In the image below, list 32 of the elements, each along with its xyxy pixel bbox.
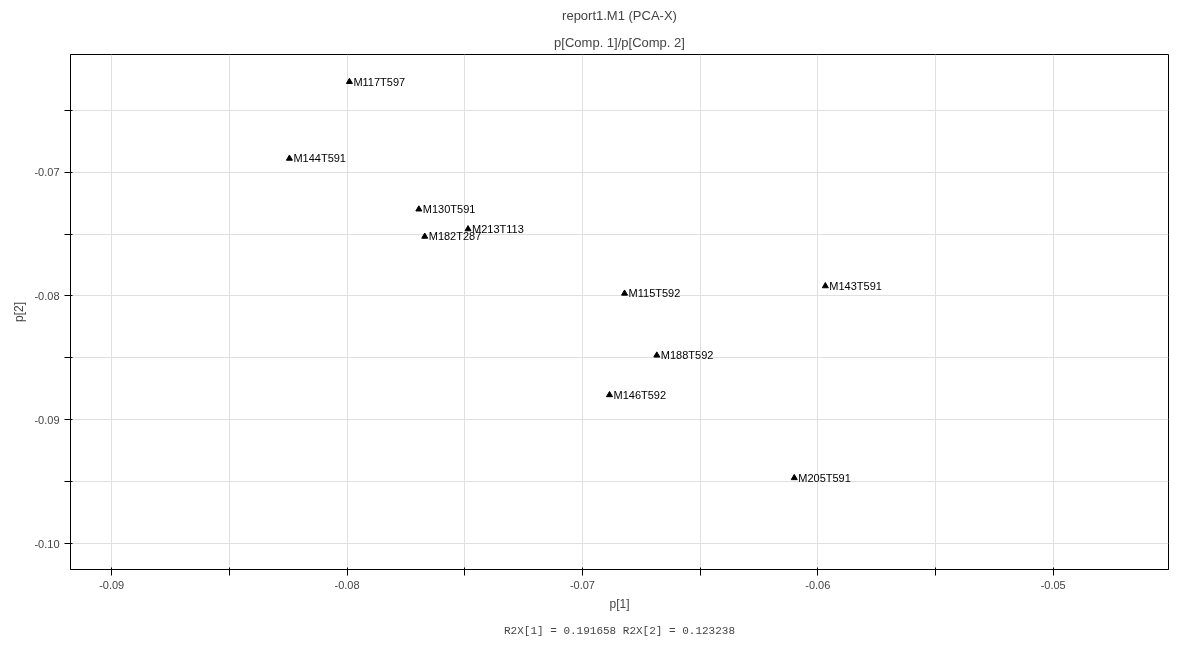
- data-label: M146T592: [613, 388, 667, 401]
- data-label: M188T592: [660, 349, 714, 362]
- point: [653, 351, 661, 358]
- data-label: M115T592: [628, 287, 681, 300]
- x-tick-label: -0.05: [1040, 578, 1066, 591]
- point: [421, 232, 429, 239]
- y-tick-label: -0.10: [34, 537, 60, 550]
- data-label: M144T591: [293, 152, 346, 165]
- data-label: M143T591: [829, 280, 882, 292]
- point: [821, 282, 829, 289]
- chart-subtitle: p[Comp. 1]/p[Comp. 2]: [554, 34, 685, 50]
- point: [285, 154, 293, 161]
- point: [345, 77, 353, 84]
- x-tick-label: -0.09: [99, 578, 125, 591]
- point: [606, 390, 613, 398]
- data-label: M130T591: [422, 203, 476, 216]
- y-tick-label: -0.07: [34, 166, 60, 179]
- text: R2X[1] = 0.191658 R2X[2] = 0.123238: [503, 624, 736, 637]
- x-tick-label: -0.06: [805, 578, 831, 591]
- x-tick-label: -0.07: [569, 578, 595, 591]
- x-tick-label: -0.08: [334, 578, 360, 591]
- x-axis-title: p[1]: [609, 596, 630, 611]
- point: [464, 225, 472, 232]
- point: [621, 289, 629, 296]
- chart-title: report1.M1 (PCA-X): [562, 7, 677, 23]
- data-label: M205T591: [798, 471, 851, 484]
- point: [415, 205, 423, 212]
- data-label: M117T597: [353, 75, 406, 88]
- y-axis-title: p[2]: [12, 301, 27, 323]
- y-tick-label: -0.09: [34, 413, 60, 426]
- point: [790, 473, 798, 481]
- y-tick-label: -0.08: [34, 289, 60, 302]
